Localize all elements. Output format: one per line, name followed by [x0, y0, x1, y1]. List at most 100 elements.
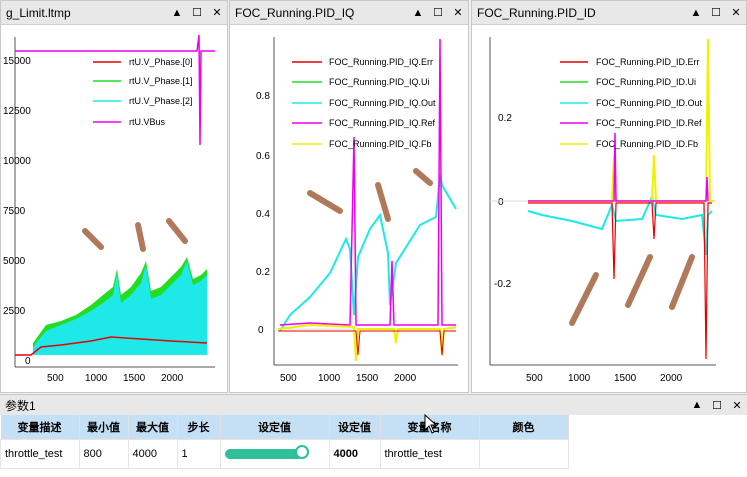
collapse-icon[interactable]: ▲: [691, 399, 703, 411]
series-ref: [279, 38, 456, 326]
collapse-icon[interactable]: ▲: [690, 6, 702, 19]
x-tick: 500: [526, 373, 543, 384]
plot-area-1[interactable]: 15000 12500 10000 7500 5000 2500 0 500 1…: [1, 25, 227, 393]
y-tick: 12500: [3, 106, 31, 117]
series-out: [279, 174, 457, 332]
panel-title: g_Limit.ltmp: [6, 5, 71, 20]
plot-area-3[interactable]: 0.2 0 -0.2 500 1000 1500 2000 FOC_Runnin…: [472, 25, 746, 393]
legend-label: rtU.V_Phase.[2]: [129, 96, 193, 106]
y-tick: 0.8: [256, 91, 270, 102]
maximize-icon[interactable]: ☐: [712, 399, 722, 412]
y-tick: 10000: [3, 156, 31, 167]
panel-title-bar-1: g_Limit.ltmp ▲ ☐ ✕: [1, 1, 227, 25]
annotation-arrow: [569, 272, 599, 326]
y-tick: 7500: [3, 206, 26, 217]
params-title: 参数1: [5, 398, 36, 413]
close-icon[interactable]: ✕: [212, 7, 222, 19]
panel-title: FOC_Running.PID_ID: [477, 5, 596, 20]
collapse-icon[interactable]: ▲: [412, 6, 424, 19]
x-tick: 500: [47, 373, 64, 384]
series-err: [528, 202, 712, 360]
legend-label: rtU.VBus: [129, 117, 166, 127]
cell-max[interactable]: 4000: [127, 439, 178, 469]
legend-label: rtU.V_Phase.[1]: [129, 76, 193, 86]
close-icon[interactable]: ✕: [732, 399, 742, 412]
column-header[interactable]: 颜色: [479, 415, 569, 440]
series-err: [278, 330, 456, 356]
params-panel: 参数1 ▲ ☐ ✕ 变量描述 最小值 最大值 步长 设定值 设定值 变量名称 颜…: [0, 394, 747, 477]
annotation-arrow: [413, 168, 433, 186]
annotation-arrow: [135, 222, 146, 252]
column-header[interactable]: 最小值: [79, 415, 129, 440]
value-slider[interactable]: [224, 445, 309, 459]
y-tick: 0.4: [256, 209, 270, 220]
y-tick: 0.2: [498, 113, 512, 124]
annotation-arrow: [375, 182, 391, 222]
cell-name[interactable]: throttle_test: [379, 439, 480, 469]
y-tick: 2500: [3, 306, 26, 317]
y-tick: 0: [498, 197, 504, 208]
collapse-icon[interactable]: ▲: [171, 6, 183, 19]
maximize-icon[interactable]: ☐: [711, 7, 721, 19]
y-tick: 0: [258, 325, 264, 336]
maximize-icon[interactable]: ☐: [192, 7, 202, 19]
annotation-arrow: [307, 190, 343, 214]
cell-desc[interactable]: throttle_test: [0, 439, 80, 469]
series-out: [527, 193, 713, 256]
column-header[interactable]: 步长: [177, 415, 221, 440]
params-table: 变量描述 最小值 最大值 步长 设定值 设定值 变量名称 颜色 throttle…: [0, 415, 569, 469]
table-header-row: 变量描述 最小值 最大值 步长 设定值 设定值 变量名称 颜色: [0, 415, 569, 440]
maximize-icon[interactable]: ☐: [433, 7, 443, 19]
y-tick: -0.2: [494, 279, 512, 290]
y-tick: 0.6: [256, 151, 270, 162]
column-header[interactable]: 设定值: [329, 415, 381, 440]
plot-panel-1: g_Limit.ltmp ▲ ☐ ✕ 15000 12500 10000 750…: [0, 0, 228, 393]
x-tick: 2000: [161, 373, 184, 384]
series-fb: [277, 323, 457, 362]
mouse-cursor-icon: [424, 414, 438, 434]
cell-min[interactable]: 800: [78, 439, 129, 469]
legend-label: FOC_Running.PID_IQ.Out: [329, 98, 436, 108]
series-phase2-area: [33, 261, 207, 355]
x-tick: 1500: [356, 373, 379, 384]
cell-color[interactable]: [478, 439, 569, 469]
panel-title: FOC_Running.PID_IQ: [235, 5, 355, 20]
table-row[interactable]: throttle_test 800 4000 1 4000 throttle_t…: [0, 439, 569, 469]
x-tick: 1000: [318, 373, 341, 384]
legend-label: FOC_Running.PID_IQ.Ui: [329, 77, 430, 87]
y-tick: 5000: [3, 256, 26, 267]
annotation-arrow: [82, 228, 104, 250]
close-icon[interactable]: ✕: [731, 7, 741, 19]
plot-area-2[interactable]: 0.8 0.6 0.4 0.2 0 500 1000 1500 2000 FOC…: [230, 25, 468, 393]
legend-label: FOC_Running.PID_ID.Fb: [596, 139, 698, 149]
legend-label: FOC_Running.PID_ID.Ref: [596, 118, 702, 128]
cell-set[interactable]: 4000: [328, 439, 381, 469]
close-icon[interactable]: ✕: [453, 7, 463, 19]
legend-label: FOC_Running.PID_ID.Err: [596, 57, 700, 67]
x-tick: 1500: [123, 373, 146, 384]
series-fb: [528, 38, 714, 202]
slider-knob[interactable]: [294, 445, 309, 459]
annotation-arrow: [166, 218, 188, 244]
x-tick: 1000: [568, 373, 591, 384]
annotation-arrow: [669, 254, 695, 310]
annotation-arrow: [625, 254, 653, 308]
column-header[interactable]: 最大值: [128, 415, 178, 440]
params-title-bar: 参数1 ▲ ☐ ✕: [0, 395, 747, 415]
legend-label: FOC_Running.PID_ID.Out: [596, 98, 703, 108]
legend-label: FOC_Running.PID_IQ.Ref: [329, 118, 436, 128]
column-header[interactable]: 设定值: [220, 415, 330, 440]
x-tick: 2000: [660, 373, 683, 384]
cell-slider[interactable]: [219, 439, 330, 469]
x-tick: 1000: [85, 373, 108, 384]
x-tick: 500: [280, 373, 297, 384]
y-tick: 0: [25, 356, 31, 367]
panel-title-bar-2: FOC_Running.PID_IQ ▲ ☐ ✕: [230, 1, 468, 25]
column-header[interactable]: 变量描述: [0, 415, 80, 440]
plot-panel-2: FOC_Running.PID_IQ ▲ ☐ ✕ 0.8 0.6 0.4 0.2…: [229, 0, 469, 393]
cell-step[interactable]: 1: [176, 439, 221, 469]
x-tick: 2000: [394, 373, 417, 384]
series-vbus: [15, 34, 215, 146]
plot-panel-3: FOC_Running.PID_ID ▲ ☐ ✕ 0.2 0 -0.2 500 …: [471, 0, 747, 393]
y-tick: 0.2: [256, 267, 270, 278]
